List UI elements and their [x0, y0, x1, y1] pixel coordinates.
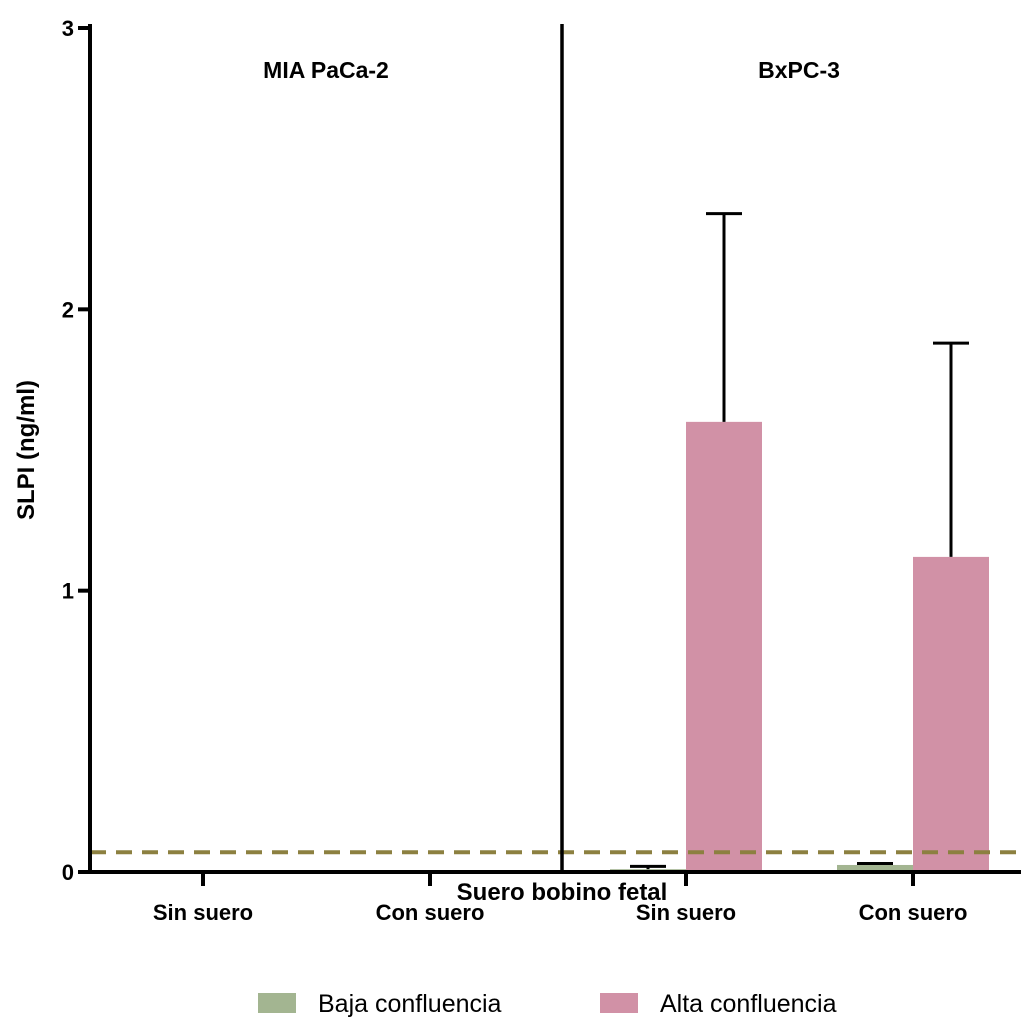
x-tick-label: Sin suero	[636, 900, 736, 925]
legend-swatch-baja	[258, 993, 296, 1013]
legend-swatch-alta	[600, 993, 638, 1013]
bar	[686, 421, 762, 872]
x-tick-label: Con suero	[376, 900, 485, 925]
panel-label: BxPC-3	[758, 57, 840, 83]
x-tick-label: Sin suero	[153, 900, 253, 925]
bar	[913, 556, 989, 872]
axes: MIA PaCa-2 BxPC-3	[88, 24, 1021, 874]
y-tick-label: 2	[62, 297, 74, 322]
panel-label: MIA PaCa-2	[263, 57, 389, 83]
bars	[610, 421, 989, 872]
bar	[837, 864, 913, 872]
y-tick-label: 0	[62, 860, 74, 885]
y-axis-title: SLPI (ng/ml)	[13, 380, 40, 520]
y-ticks: 0 1 2 3	[62, 16, 90, 885]
legend-label-baja: Baja confluencia	[318, 990, 502, 1018]
x-tick-label: Con suero	[859, 900, 968, 925]
error-bars	[630, 212, 969, 870]
legend-label-alta: Alta confluencia	[660, 990, 837, 1018]
x-ticks: Sin suero Con suero Sin suero Con suero	[153, 872, 968, 925]
y-tick-label: 3	[62, 16, 74, 41]
y-tick-label: 1	[62, 579, 74, 604]
legend: Baja confluencia Alta confluencia	[258, 990, 837, 1018]
x-axis-title: Suero bobino fetal	[457, 879, 668, 906]
